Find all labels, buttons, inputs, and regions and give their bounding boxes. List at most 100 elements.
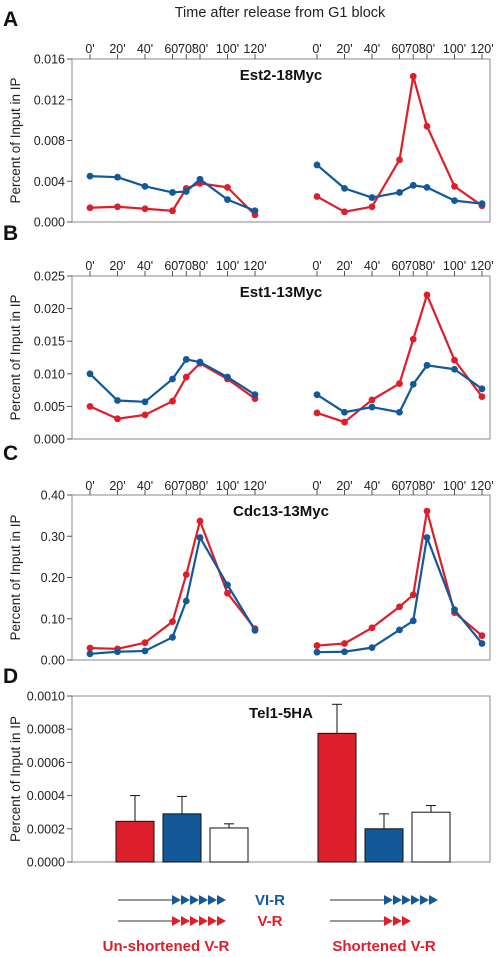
data-point-blue bbox=[423, 534, 431, 541]
telomere-repeat-arrowhead bbox=[393, 895, 402, 905]
data-point-blue bbox=[409, 181, 417, 189]
y-tick-label: 0.0002 bbox=[27, 822, 65, 836]
data-point-red bbox=[451, 182, 458, 190]
y-axis-label: Percent of Input in IP bbox=[8, 716, 23, 842]
data-point-red bbox=[114, 415, 121, 423]
x-tick-label: 0' bbox=[85, 259, 94, 273]
x-tick-label: 0' bbox=[85, 42, 94, 56]
data-point-red bbox=[313, 193, 321, 200]
bar-white bbox=[209, 827, 249, 863]
telomere-repeat-arrowhead bbox=[181, 916, 190, 926]
telomere-repeat-arrowhead bbox=[411, 895, 420, 905]
y-tick-label: 0.015 bbox=[34, 335, 65, 349]
telomere-repeat-arrowhead bbox=[393, 916, 402, 926]
legend-group-1: Un-shortened V-R bbox=[103, 895, 229, 955]
y-tick-label: 0.30 bbox=[41, 530, 65, 544]
telomere-repeat-arrowhead bbox=[420, 895, 429, 905]
data-point-blue bbox=[341, 648, 348, 656]
x-tick-label: 40' bbox=[364, 259, 380, 273]
x-tick-label: 80' bbox=[419, 259, 435, 273]
data-point-blue bbox=[368, 403, 376, 411]
panel-title: Est1-13Myc bbox=[240, 284, 323, 301]
x-tick-label: 120' bbox=[243, 479, 266, 493]
telomere-repeat-arrowhead bbox=[172, 895, 181, 905]
telomere-repeat-arrowhead bbox=[384, 916, 393, 926]
data-point-red bbox=[86, 403, 94, 410]
y-axis-label: Percent of Input in IP bbox=[8, 514, 23, 640]
data-point-red bbox=[409, 72, 417, 80]
data-point-red bbox=[141, 205, 149, 213]
x-tick-label: 70' bbox=[405, 42, 421, 56]
x-tick-label: 80' bbox=[192, 42, 208, 56]
x-tick-label: 100' bbox=[443, 479, 466, 493]
x-tick-label: 100' bbox=[216, 479, 239, 493]
telomere-repeat-arrowhead bbox=[172, 916, 181, 926]
strain-group-2: 0' 20' 40' 60'70'80' 100' 120' bbox=[312, 259, 494, 426]
x-tick-label: 80' bbox=[419, 42, 435, 56]
x-tick-label: 120' bbox=[243, 42, 266, 56]
x-tick-label: 80' bbox=[192, 479, 208, 493]
x-tick-label: 120' bbox=[470, 259, 493, 273]
data-point-blue bbox=[114, 397, 121, 404]
data-point-blue bbox=[451, 197, 458, 205]
x-tick-label: 20' bbox=[336, 42, 352, 56]
v-r-label: V-R bbox=[257, 913, 282, 930]
y-tick-label: 0.0000 bbox=[27, 856, 65, 870]
data-point-blue bbox=[114, 648, 121, 656]
plot-frame bbox=[71, 695, 491, 863]
data-point-red bbox=[182, 571, 190, 579]
y-tick-label: 0.010 bbox=[34, 367, 65, 381]
y-tick-label: 0.004 bbox=[34, 175, 65, 189]
telomere-repeat-arrowhead bbox=[190, 895, 199, 905]
data-point-blue bbox=[86, 172, 94, 180]
x-tick-label: 40' bbox=[137, 42, 153, 56]
panel-letter: A bbox=[3, 8, 18, 31]
data-point-blue bbox=[313, 161, 321, 169]
data-point-blue bbox=[341, 184, 348, 192]
series-line-blue bbox=[316, 536, 483, 654]
data-point-red bbox=[478, 632, 486, 640]
data-point-blue bbox=[141, 182, 149, 190]
y-tick-label: 0.10 bbox=[41, 612, 65, 626]
x-tick-label: 40' bbox=[364, 479, 380, 493]
data-point-blue bbox=[251, 207, 259, 215]
series-line-red bbox=[89, 362, 256, 420]
data-point-red bbox=[141, 639, 149, 647]
y-axis-label: Percent of Input in IP bbox=[8, 294, 23, 420]
x-tick-label: 20' bbox=[336, 479, 352, 493]
panel-letter: C bbox=[3, 442, 18, 465]
bar-blue bbox=[162, 813, 202, 863]
x-tick-label: 0' bbox=[312, 259, 321, 273]
telomere-repeat-arrowhead bbox=[208, 916, 217, 926]
data-point-red bbox=[224, 183, 231, 191]
panel-a: A 0.000 0.004 0.008 0.012 0.016 Percent of Inp… bbox=[3, 8, 494, 230]
strand-legend: Un-shortened V-R Shortened V-R VI-R V-R bbox=[103, 892, 438, 955]
x-tick-label: 100' bbox=[216, 42, 239, 56]
y-tick-label: 0.020 bbox=[34, 302, 65, 316]
data-point-blue bbox=[396, 408, 403, 416]
x-tick-label: 20' bbox=[109, 259, 125, 273]
telomere-repeat-arrowhead bbox=[429, 895, 438, 905]
legend-group-label: Shortened V-R bbox=[332, 938, 436, 955]
data-point-red bbox=[341, 640, 348, 647]
data-point-blue bbox=[251, 626, 259, 634]
x-tick-label: 20' bbox=[109, 42, 125, 56]
x-tick-label: 70' bbox=[178, 42, 194, 56]
telomere-repeat-arrowhead bbox=[217, 895, 226, 905]
data-point-blue bbox=[451, 365, 458, 373]
series-line-red bbox=[316, 75, 483, 213]
y-tick-label: 0.016 bbox=[34, 53, 65, 67]
data-point-red bbox=[368, 624, 376, 632]
x-tick-label: 70' bbox=[178, 479, 194, 493]
strain-group-2: 0' 20' 40' 60'70'80' 100' 120' bbox=[312, 42, 494, 216]
series-line-blue bbox=[89, 175, 256, 212]
data-point-blue bbox=[224, 373, 231, 381]
bar-group-2 bbox=[317, 703, 451, 863]
data-point-blue bbox=[368, 194, 376, 201]
data-point-blue bbox=[114, 173, 121, 181]
x-tick-label: 80' bbox=[192, 259, 208, 273]
x-tick-label: 0' bbox=[312, 479, 321, 493]
data-point-blue bbox=[169, 633, 176, 641]
x-tick-label: 60' bbox=[164, 42, 180, 56]
